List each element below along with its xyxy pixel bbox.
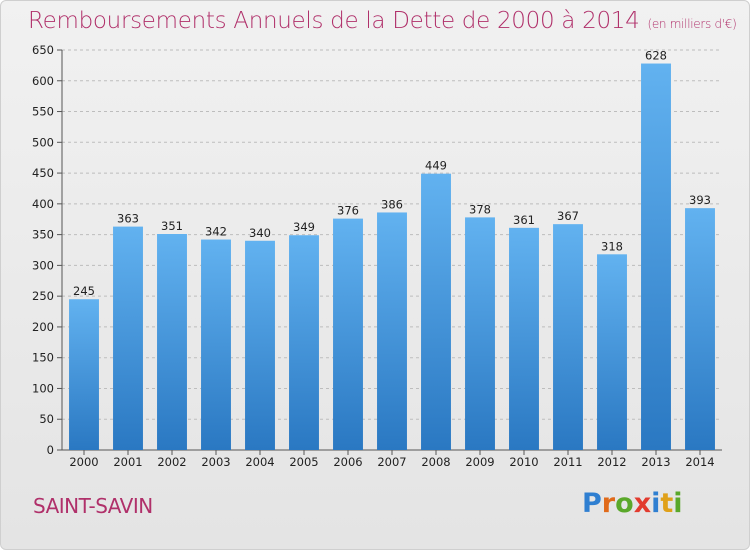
bar	[201, 239, 231, 450]
x-tick-label: 2007	[377, 455, 406, 469]
bars	[69, 63, 715, 451]
y-tick-label: 650	[32, 43, 54, 57]
logo-letter: P	[582, 488, 602, 519]
y-tick-label: 600	[32, 74, 54, 88]
data-label: 367	[557, 209, 579, 223]
data-label: 245	[73, 284, 95, 298]
y-tick-label: 500	[32, 135, 54, 149]
logo-letter: i	[673, 488, 683, 519]
bar	[157, 234, 187, 450]
bar	[113, 226, 143, 450]
data-label: 376	[337, 204, 359, 218]
x-tick-label: 2001	[113, 455, 142, 469]
bar	[333, 218, 363, 450]
bar	[289, 235, 319, 450]
proxiti-logo: Proxiti	[582, 488, 683, 519]
chart-title-text: Remboursements Annuels de la Dette de 20…	[28, 8, 640, 34]
logo-letter: o	[615, 488, 634, 519]
y-tick-label: 400	[32, 197, 54, 211]
y-tick-label: 0	[47, 443, 54, 457]
bar	[465, 217, 495, 450]
y-tick-label: 450	[32, 166, 54, 180]
x-tick-label: 2012	[597, 455, 626, 469]
bar	[641, 63, 671, 451]
x-tick-label: 2003	[201, 455, 230, 469]
y-tick-label: 150	[32, 351, 54, 365]
data-label: 340	[249, 226, 271, 240]
x-tick-label: 2004	[245, 455, 274, 469]
data-label: 378	[469, 202, 491, 216]
logo-letter: x	[633, 488, 652, 519]
x-tick-label: 2005	[289, 455, 318, 469]
y-tick-label: 100	[32, 381, 54, 395]
data-label: 386	[381, 197, 403, 211]
bar	[245, 240, 275, 450]
x-tick-label: 2000	[69, 455, 98, 469]
data-label: 363	[117, 212, 139, 226]
data-label: 318	[601, 239, 623, 253]
data-label: 361	[513, 213, 535, 227]
bar	[553, 224, 583, 450]
bar	[597, 254, 627, 450]
y-tick-label: 350	[32, 228, 54, 242]
logo-letter: t	[660, 488, 674, 519]
logo-letter: i	[651, 488, 661, 519]
x-tick-label: 2006	[333, 455, 362, 469]
data-label: 449	[425, 159, 447, 173]
bar	[421, 173, 451, 450]
y-tick-label: 250	[32, 289, 54, 303]
data-labels: 245 363 351 342 340 349 376 386 449 378 361 367 318 6…	[73, 49, 711, 299]
y-tick-label: 550	[32, 105, 54, 119]
data-label: 393	[689, 193, 711, 207]
bar	[69, 299, 99, 450]
x-tick-label: 2010	[509, 455, 538, 469]
y-tick-label: 200	[32, 320, 54, 334]
chart-unit: (en milliers d'€)	[647, 17, 737, 31]
data-label: 351	[161, 219, 183, 233]
bar	[377, 212, 407, 450]
data-label: 342	[205, 225, 227, 239]
logo-letter: r	[601, 488, 616, 519]
data-label: 628	[645, 49, 667, 63]
chart-title: Remboursements Annuels de la Dette de 20…	[28, 8, 737, 34]
bar	[685, 208, 715, 450]
x-tick-label: 2009	[465, 455, 494, 469]
x-tick-label: 2013	[641, 455, 670, 469]
x-tick-label: 2011	[553, 455, 582, 469]
y-tick-label: 300	[32, 258, 54, 272]
x-tick-label: 2008	[421, 455, 450, 469]
x-tick-label: 2002	[157, 455, 186, 469]
y-tick-label: 50	[39, 412, 54, 426]
bar	[509, 227, 539, 450]
x-tick-label: 2014	[685, 455, 714, 469]
data-label: 349	[293, 220, 315, 234]
place-name: SAINT-SAVIN	[33, 494, 153, 518]
